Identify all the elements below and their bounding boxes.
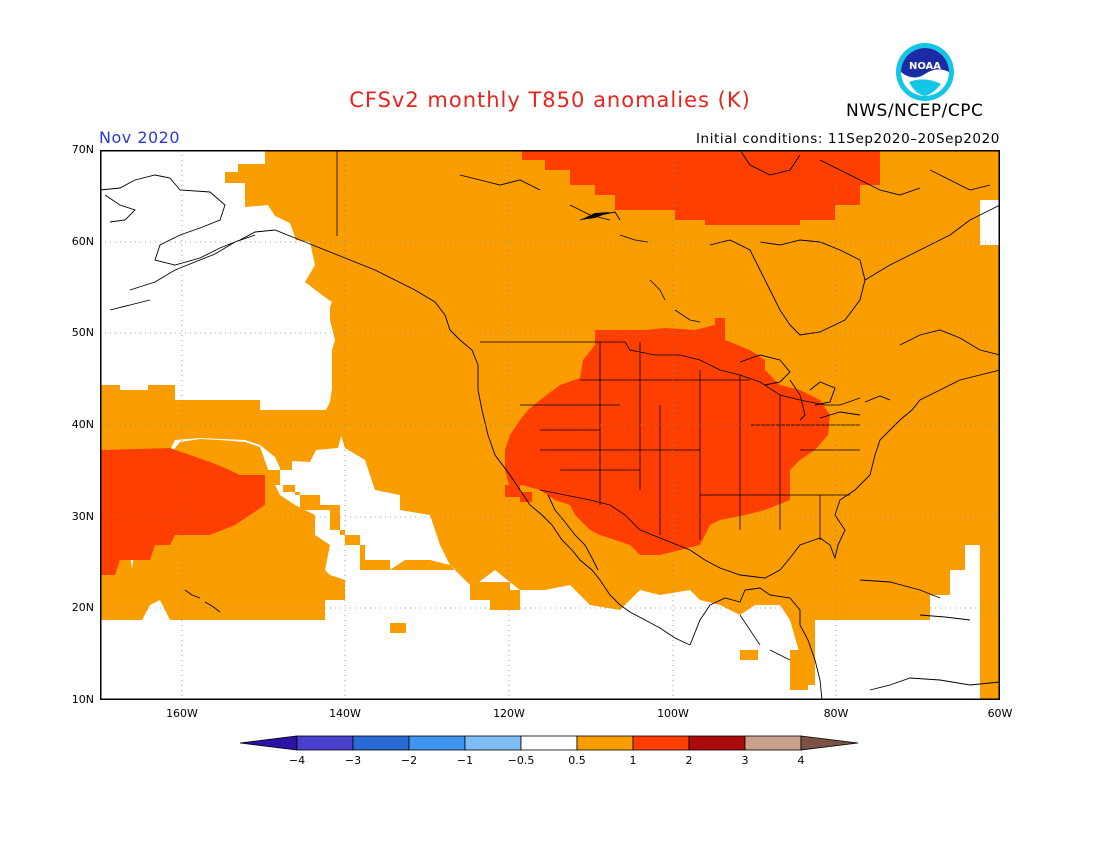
colorbar-swatch bbox=[632, 735, 690, 751]
lon-label-100w: 100W bbox=[657, 707, 689, 720]
colorbar-swatch bbox=[296, 735, 354, 751]
map-title: CFSv2 monthly T850 anomalies (K) bbox=[349, 88, 751, 112]
svg-text:NOAA: NOAA bbox=[909, 61, 941, 72]
colorbar: −4 −3 −2 −1 −0.5 0.5 1 2 3 4 bbox=[240, 735, 859, 767]
lat-label-70n: 70N bbox=[71, 143, 94, 156]
colorbar-tick-label: −4 bbox=[289, 754, 305, 767]
colorbar-swatch bbox=[240, 735, 298, 751]
colorbar-swatch bbox=[688, 735, 746, 751]
colorbar-swatch bbox=[464, 735, 522, 751]
lon-label-160w: 160W bbox=[166, 707, 198, 720]
coastlines bbox=[100, 150, 1000, 700]
colorbar-tick-label: 0.5 bbox=[568, 754, 586, 767]
colorbar-tick-label: 3 bbox=[742, 754, 749, 767]
lon-label-60w: 60W bbox=[987, 707, 1013, 720]
colorbar-swatch bbox=[744, 735, 802, 751]
lat-label-50n: 50N bbox=[71, 326, 94, 339]
lat-label-40n: 40N bbox=[71, 418, 94, 431]
colorbar-swatch bbox=[576, 735, 634, 751]
lat-label-30n: 30N bbox=[71, 510, 94, 523]
colorbar-tick-label: −3 bbox=[345, 754, 361, 767]
anomaly-map bbox=[100, 150, 1000, 700]
canadian-lakes bbox=[569, 204, 701, 323]
forecast-month: Nov 2020 bbox=[99, 128, 181, 147]
colorbar-tick-label: −1 bbox=[457, 754, 473, 767]
lat-label-60n: 60N bbox=[71, 235, 94, 248]
lat-label-20n: 20N bbox=[71, 601, 94, 614]
colorbar-tick-label: −2 bbox=[401, 754, 417, 767]
lat-label-10n: 10N bbox=[71, 693, 94, 706]
initial-conditions: Initial conditions: 11Sep2020–20Sep2020 bbox=[695, 131, 1000, 147]
lon-label-140w: 140W bbox=[329, 707, 361, 720]
agency-label: NWS/NCEP/CPC bbox=[846, 101, 984, 121]
anomaly-blob bbox=[740, 650, 756, 660]
gridlines bbox=[100, 150, 1000, 700]
colorbar-tick-label: 4 bbox=[798, 754, 805, 767]
colorbar-tick-label: 1 bbox=[630, 754, 637, 767]
great-lakes bbox=[739, 354, 891, 421]
colorbar-swatch bbox=[800, 735, 859, 751]
colorbar-tick-label: −0.5 bbox=[508, 754, 535, 767]
lake-icon bbox=[580, 212, 610, 220]
noaa-logo: NOAA bbox=[896, 43, 954, 101]
lon-label-80w: 80W bbox=[823, 707, 849, 720]
colorbar-swatch bbox=[520, 735, 578, 751]
colorbar-swatch bbox=[352, 735, 410, 751]
colorbar-tick-label: 2 bbox=[686, 754, 693, 767]
map-frame bbox=[100, 150, 1000, 700]
colorbar-swatch bbox=[408, 735, 466, 751]
lon-label-120w: 120W bbox=[493, 707, 525, 720]
